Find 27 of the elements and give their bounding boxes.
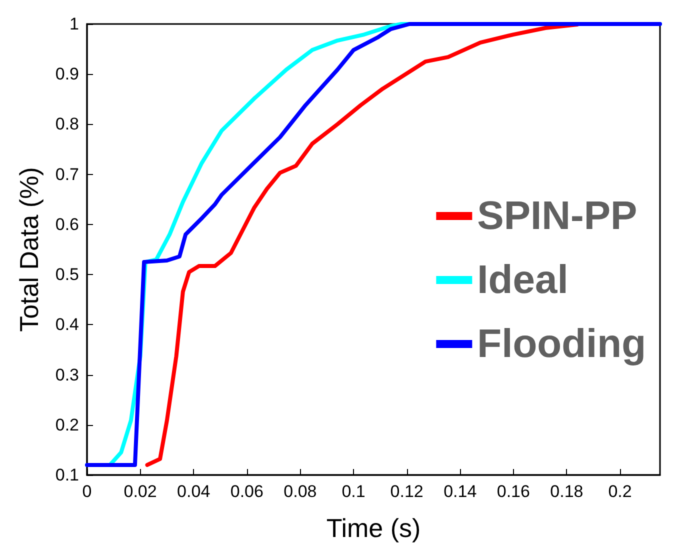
- y-tick-label: 0.6: [55, 214, 79, 234]
- x-tick-label: 0.1: [342, 482, 366, 501]
- y-tick-label: 1: [70, 14, 79, 34]
- x-tick-label: 0.04: [177, 482, 210, 501]
- line-series: [85, 22, 662, 467]
- x-tick-label: 0.2: [608, 482, 632, 501]
- x-tick-label: 0.08: [284, 482, 317, 501]
- y-tick-label: 0.4: [55, 315, 79, 334]
- y-tick-label: 0.1: [55, 466, 79, 484]
- y-tick-label: 0.3: [55, 365, 79, 384]
- x-tick-label: 0.14: [444, 482, 477, 501]
- x-axis-title: Time (s): [326, 513, 421, 543]
- legend-label: Flooding: [477, 322, 646, 366]
- x-tick-label: 0.18: [550, 482, 584, 501]
- x-tick-label: 0.02: [124, 482, 157, 501]
- x-tick-label: 0: [82, 482, 92, 501]
- legend-label: Ideal: [477, 258, 568, 302]
- y-tick-label: 0.7: [55, 164, 79, 184]
- y-axis-title: Total Data (%): [14, 167, 44, 332]
- y-tick-label: 0.5: [55, 265, 79, 284]
- y-tick-label: 0.9: [55, 64, 79, 84]
- x-tick-label: 0.06: [230, 482, 264, 501]
- x-tick-label: 0.12: [390, 482, 424, 501]
- x-tick-label: 0.16: [496, 482, 530, 501]
- y-tick-label: 0.2: [55, 415, 79, 434]
- legend-label: SPIN-PP: [477, 194, 638, 238]
- y-tick-label: 0.8: [55, 114, 79, 134]
